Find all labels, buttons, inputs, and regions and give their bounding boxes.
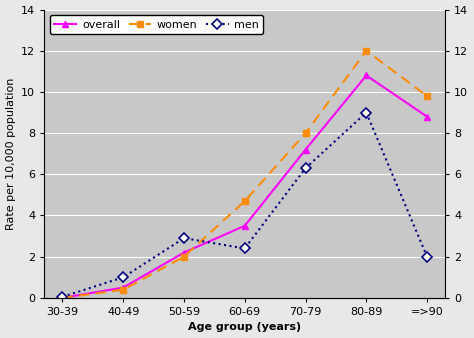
Legend: overall, women, men: overall, women, men <box>50 15 264 34</box>
Y-axis label: Rate per 10,000 population: Rate per 10,000 population <box>6 77 16 230</box>
X-axis label: Age group (years): Age group (years) <box>188 322 301 333</box>
